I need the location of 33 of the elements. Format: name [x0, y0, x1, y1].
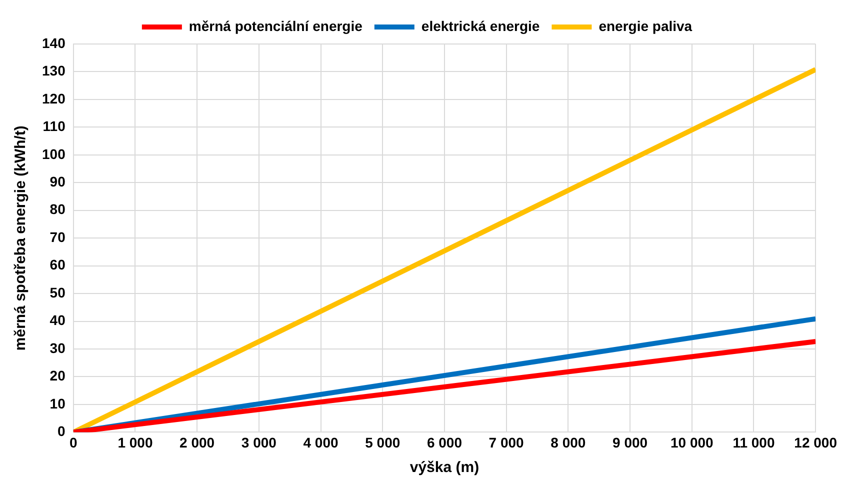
y-tick-label: 20 — [50, 368, 66, 384]
x-tick-label: 7 000 — [488, 434, 524, 450]
x-tick-label: 6 000 — [426, 434, 462, 450]
y-tick-label: 0 — [58, 423, 66, 440]
y-tick-label: 100 — [42, 146, 66, 162]
y-tick-label: 10 — [50, 395, 66, 412]
y-tick-label: 80 — [50, 201, 66, 218]
y-tick-label: 140 — [42, 34, 66, 51]
y-tick-label: 30 — [50, 340, 66, 356]
x-tick-label: 0 — [69, 434, 78, 450]
y-tick-label: 60 — [50, 256, 66, 273]
x-tick-label: 8 000 — [550, 434, 586, 450]
y-tick-label: 90 — [50, 174, 66, 190]
legend-label: elektrická energie — [421, 18, 540, 34]
y-tick-label: 130 — [42, 62, 66, 79]
x-tick-label: 11 000 — [732, 434, 775, 450]
x-tick-label: 12 000 — [794, 434, 838, 450]
legend-label: energie paliva — [598, 18, 692, 34]
y-axis-title: měrná spotřeba energie (kWh/t) — [12, 126, 30, 351]
x-tick-label: 2 000 — [180, 434, 215, 450]
x-tick-label: 3 000 — [241, 434, 277, 450]
y-tick-label: 50 — [50, 284, 66, 300]
x-tick-label: 5 000 — [365, 434, 400, 450]
legend-label: měrná potenciální energie — [188, 18, 363, 34]
y-tick-label: 110 — [42, 118, 66, 134]
x-tick-label: 10 000 — [670, 434, 714, 450]
x-axis-title: výška (m) — [410, 459, 480, 476]
y-tick-label: 40 — [50, 312, 66, 328]
x-tick-label: 4 000 — [303, 434, 338, 450]
y-tick-label: 70 — [50, 228, 66, 245]
x-tick-label: 9 000 — [612, 434, 648, 450]
y-tick-label: 120 — [42, 90, 66, 106]
x-tick-label: 1 000 — [118, 434, 153, 450]
